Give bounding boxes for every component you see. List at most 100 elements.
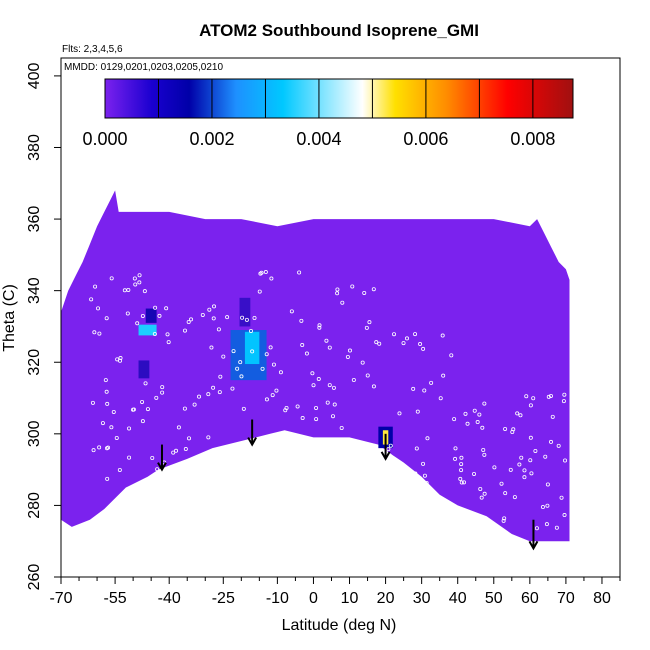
- sample-point: [140, 313, 145, 318]
- sample-point: [182, 406, 187, 411]
- sample-point: [522, 468, 527, 473]
- sample-point: [457, 507, 462, 512]
- sample-point: [482, 452, 487, 457]
- x-tick-label: 70: [557, 590, 575, 607]
- sample-point: [482, 401, 487, 406]
- sample-point: [155, 467, 160, 472]
- sample-point: [481, 448, 486, 453]
- x-tick-label: -70: [49, 590, 72, 607]
- sample-point: [459, 468, 464, 473]
- x-tick-label: -40: [158, 590, 181, 607]
- sample-point: [415, 409, 420, 414]
- sample-point: [421, 461, 426, 466]
- sample-point: [365, 373, 370, 378]
- sample-point: [109, 276, 114, 281]
- sample-point: [125, 311, 130, 316]
- sample-point: [478, 486, 483, 491]
- sample-point: [225, 315, 230, 320]
- sample-point: [524, 394, 529, 399]
- colorbar-tick-label: 0.002: [189, 129, 234, 149]
- sample-point: [299, 318, 304, 323]
- sample-point: [137, 273, 142, 278]
- sample-point: [235, 366, 240, 371]
- sample-point: [189, 317, 194, 322]
- sample-point: [519, 455, 524, 460]
- sample-point: [314, 405, 319, 410]
- sample-point: [100, 421, 105, 426]
- sample-point: [160, 385, 165, 390]
- x-tick-label: 40: [449, 590, 467, 607]
- arrow-0: [157, 444, 167, 472]
- data-coverage-region: [61, 190, 570, 542]
- sample-point: [310, 371, 315, 376]
- sample-point: [186, 319, 191, 324]
- sample-point: [499, 481, 504, 486]
- sample-point: [157, 313, 162, 318]
- colorbar-bar: [104, 78, 574, 119]
- hotspot-5: [138, 360, 150, 379]
- sample-point: [562, 513, 567, 518]
- sample-point: [117, 467, 122, 472]
- colorbar-tick-label: 0.000: [82, 129, 127, 149]
- sample-point: [104, 389, 109, 394]
- sample-point: [472, 408, 477, 413]
- sample-point: [503, 491, 508, 496]
- sample-point: [345, 354, 350, 359]
- sample-point: [546, 394, 551, 399]
- sample-point: [133, 282, 138, 287]
- sample-point: [278, 370, 283, 375]
- sample-point: [475, 420, 480, 425]
- sample-point: [164, 306, 169, 311]
- sample-point: [330, 414, 335, 419]
- x-tick-label: 10: [341, 590, 359, 607]
- sample-point: [142, 289, 147, 294]
- sample-point: [230, 386, 235, 391]
- sample-point: [339, 425, 344, 430]
- sample-point: [561, 399, 566, 404]
- sample-point: [244, 317, 249, 322]
- sample-point: [271, 362, 276, 367]
- sample-point: [316, 377, 321, 382]
- sample-point: [540, 505, 545, 510]
- plot-frame: [60, 57, 621, 578]
- sample-point: [351, 377, 356, 382]
- sample-point: [458, 476, 463, 481]
- sample-point: [501, 518, 506, 523]
- plot-area: [61, 190, 570, 551]
- sample-point: [187, 436, 192, 441]
- sample-point: [414, 446, 419, 451]
- sample-point: [122, 288, 127, 293]
- arrow-1: [247, 419, 258, 447]
- sample-point: [114, 435, 119, 440]
- sample-point: [257, 289, 262, 294]
- x-axis: -70 -55 -40 -25 -10 0 10 20 30 40 50 60 70 80: [49, 577, 621, 607]
- sample-point: [350, 284, 355, 289]
- sample-point: [259, 270, 264, 275]
- sample-point: [183, 447, 188, 452]
- sample-point: [515, 411, 520, 416]
- sample-point: [145, 407, 150, 412]
- sample-point: [269, 276, 274, 281]
- sample-point: [165, 332, 170, 337]
- hotspot-3: [138, 324, 157, 336]
- y-tick-label: 300: [26, 420, 43, 447]
- sample-point: [264, 397, 269, 402]
- sample-point: [512, 495, 517, 500]
- sample-point: [453, 456, 458, 461]
- sample-point: [440, 333, 445, 338]
- sample-point: [388, 443, 393, 448]
- sample-point: [212, 304, 217, 309]
- sample-point: [459, 462, 464, 467]
- sample-point: [531, 396, 536, 401]
- sample-point: [248, 328, 253, 333]
- sample-point: [270, 393, 275, 398]
- sample-point: [529, 471, 534, 476]
- sample-point: [425, 436, 430, 441]
- sample-point: [517, 462, 522, 467]
- sample-point: [502, 516, 507, 521]
- sample-point: [364, 325, 369, 330]
- sample-point: [449, 353, 454, 358]
- sample-point: [511, 427, 516, 432]
- sample-point: [105, 401, 110, 406]
